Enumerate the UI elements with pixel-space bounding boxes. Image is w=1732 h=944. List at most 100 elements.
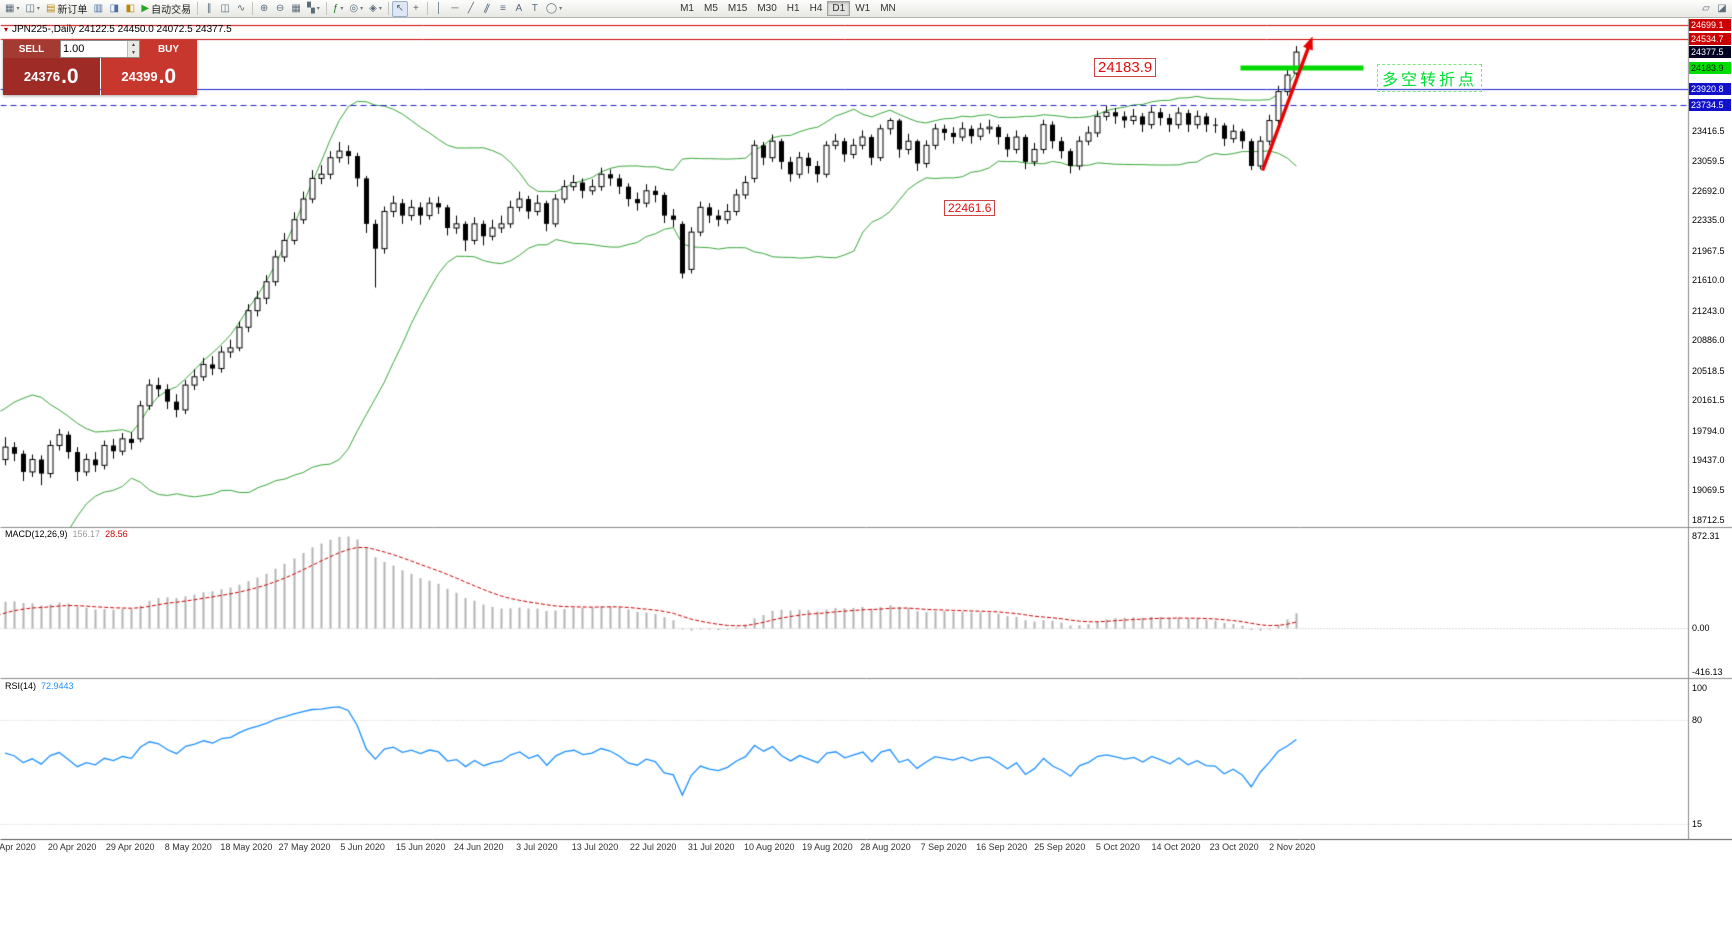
rsi-scale-tick: 80 [1692,715,1703,725]
volume-input[interactable] [61,41,127,57]
horizontal-line-icon: ─ [451,2,459,14]
timeframe-h1-button[interactable]: H1 [782,1,805,16]
price-tick: 21967.5 [1692,245,1725,256]
zoom-out-button[interactable]: ⊖ [272,1,288,17]
date-label: 31 Jul 2020 [687,842,735,852]
chart-shift-icon: ▱ [1702,2,1710,14]
timeframe-w1-button[interactable]: W1 [850,1,875,16]
equidistant-channel-button[interactable]: ∥ [479,1,495,17]
timeframe-m1-button[interactable]: M1 [675,1,699,16]
candlestick-chart-button[interactable]: ◫ [217,1,233,17]
chart-shift-button[interactable]: ▱ [1698,1,1714,17]
docking-icon: ◪ [1717,2,1727,14]
autotrading-button[interactable]: ▶ 自动交易 [138,1,194,17]
price-tick: 22335.0 [1692,215,1725,226]
date-label: 15 Jun 2020 [395,842,446,852]
date-label: 3 Jul 2020 [516,842,558,852]
date-label: 22 Jul 2020 [629,842,677,852]
auto-arrange-button[interactable]: ▦ [288,1,304,17]
periods-button[interactable]: ◎ ▾ [346,1,366,17]
buy-price[interactable]: 24399 .0 [100,58,197,95]
zoom-out-icon: ⊖ [275,2,285,14]
profiles-icon: ◫ [25,2,35,14]
sell-button[interactable]: SELL [3,40,60,58]
price-tick: 22692.0 [1692,185,1725,196]
turning-point-annotation[interactable]: 多空转折点 [1377,64,1483,92]
horizontal-line-button[interactable]: ─ [447,1,463,17]
new-order-button[interactable]: ▤ 新订单 [43,1,90,17]
rsi-scale-tick: 100 [1692,683,1708,693]
docking-button[interactable]: ◪ [1714,1,1730,17]
bar-chart-button[interactable]: ∥ [201,1,217,17]
data-window-button[interactable]: ◨ [106,1,122,17]
vertical-line-icon: │ [435,2,442,14]
timeframe-d1-button[interactable]: D1 [827,1,851,16]
sell-price[interactable]: 24376 .0 [3,58,100,95]
timeframe-h4-button[interactable]: H4 [805,1,828,16]
symbol-title-text: JPN225-,Daily 24122.5 24450.0 24072.5 24… [12,24,232,35]
vertical-line-button[interactable]: │ [431,1,447,17]
price-tag-24699.1: 24699.1 [1689,19,1731,31]
templates-button[interactable]: ◈ ▾ [366,1,385,17]
indicators-icon: ƒ [332,2,339,14]
auto-arrange-icon: ▦ [291,2,301,14]
toolbar-separator [426,2,428,15]
navigator-button[interactable]: ◧ [122,1,138,17]
market-watch-button[interactable]: ▥ [90,1,106,17]
one-click-toggle-icon[interactable]: ▾ [4,25,9,34]
indicators-button[interactable]: ƒ ▾ [330,1,347,17]
macd-main-value: 156.17 [72,529,101,539]
date-label: 0 Apr 2020 [0,842,36,852]
timeframe-m30-button[interactable]: M30 [752,1,781,16]
toolbar-separator [387,2,389,15]
chevron-down-icon: ▾ [360,6,364,12]
new-chart-button[interactable]: ▦ ▾ [2,1,22,17]
one-click-trading-panel: SELL ▲ ▼ BUY 24376 .0 24399 .0 [3,40,197,95]
buy-price-main: 24399 [121,69,158,84]
toolbar-separator [197,2,199,15]
volume-down-button[interactable]: ▼ [128,49,139,57]
autotrading-icon: ▶ [141,2,150,14]
price-tick: 23416.5 [1692,126,1725,137]
date-label: 27 May 2020 [278,842,331,852]
cursor-button[interactable]: ↖ [391,0,408,17]
support-annotation[interactable]: 22461.6 [944,200,996,216]
profiles-button[interactable]: ◫ ▾ [22,1,42,17]
arrows-button[interactable]: ◯ ▾ [543,1,565,17]
date-label: 8 May 2020 [164,842,212,852]
crosshair-button[interactable]: + [408,1,424,17]
equidistant-channel-icon: ∥ [482,2,492,15]
tile-windows-button[interactable]: ▚ ▾ [304,1,323,17]
date-label: 20 Apr 2020 [47,842,97,852]
resistance-annotation[interactable]: 24183.9 [1094,58,1157,77]
zoom-in-button[interactable]: ⊕ [256,1,272,17]
toolbar: ▦ ▾ ◫ ▾ ▤ 新订单 ▥ ◨ ◧ ▶ 自动交易 ∥ ◫ ∿ ⊕ ⊖ ▦ ▚ ▾ ƒ ▾ ◎ ▾ ◈ ▾ ↖ + │ ─ ╱ ∥ ≡ A T ◯… [0,0,1732,18]
line-chart-button[interactable]: ∿ [233,1,249,17]
date-label: 5 Oct 2020 [1095,842,1140,852]
zoom-in-icon: ⊕ [259,2,269,14]
date-label: 13 Jul 2020 [571,842,619,852]
timeframe-m5-button[interactable]: M5 [699,1,723,16]
chevron-down-icon: ▾ [340,6,344,12]
date-label: 16 Sep 2020 [976,842,1028,852]
buy-button[interactable]: BUY [140,40,197,58]
text-icon: A [515,2,523,14]
timeframe-mn-button[interactable]: MN [875,1,901,16]
volume-up-button[interactable]: ▲ [128,41,139,49]
trend-line-button[interactable]: ╱ [463,1,479,17]
rsi-label: RSI(14) 72.9443 [5,681,74,691]
fibonacci-button[interactable]: ≡ [495,1,511,17]
text-label-button[interactable]: T [527,1,543,17]
text-label-icon: T [531,2,538,14]
price-tick: 19069.5 [1692,485,1725,496]
macd-signal-value: 28.56 [105,529,128,539]
date-label: 23 Oct 2020 [1209,842,1259,852]
rsi-value: 72.9443 [41,681,74,691]
fibonacci-icon: ≡ [499,2,506,14]
trend-line-icon: ╱ [467,2,474,14]
price-tick: 23059.5 [1692,155,1725,166]
text-button[interactable]: A [511,1,527,17]
timeframe-m15-button[interactable]: M15 [723,1,752,16]
